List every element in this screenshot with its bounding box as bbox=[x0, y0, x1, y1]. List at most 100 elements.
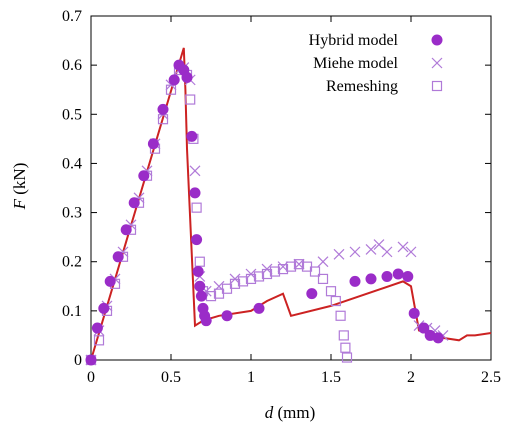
data-point bbox=[93, 335, 105, 346]
x-tick-label: 0.5 bbox=[161, 369, 181, 386]
x-marker-stroke bbox=[405, 246, 417, 258]
x-marker-stroke bbox=[293, 258, 305, 270]
data-point bbox=[221, 310, 233, 322]
data-point bbox=[168, 74, 180, 86]
data-point bbox=[181, 71, 193, 83]
data-point bbox=[186, 130, 198, 142]
data-point bbox=[341, 352, 353, 363]
y-tick-label: 0.2 bbox=[62, 254, 82, 271]
y-axis-symbol: F bbox=[10, 198, 29, 210]
data-point bbox=[200, 315, 212, 327]
data-point bbox=[194, 256, 205, 267]
data-point bbox=[189, 165, 201, 177]
plot-frame bbox=[90, 15, 492, 361]
ticks-group: 0 0.5 1 1.5 2 2.5 0 0.1 0.2 0.3 0.4 0.5 0.6 0.7 bbox=[62, 8, 501, 386]
plot-frame-group bbox=[90, 15, 492, 361]
x-tick-label: 1.5 bbox=[321, 369, 341, 386]
x-marker-stroke bbox=[365, 244, 377, 255]
x-tick-label: 1 bbox=[247, 369, 255, 386]
data-point bbox=[213, 280, 225, 292]
data-point bbox=[245, 268, 257, 280]
x-marker-stroke bbox=[349, 246, 361, 258]
y-tick-label: 0.3 bbox=[62, 205, 82, 222]
data-point bbox=[397, 241, 409, 253]
x-axis-title: d (mm) bbox=[265, 403, 316, 422]
data-point bbox=[325, 286, 337, 297]
reference-line bbox=[90, 47, 492, 361]
x-marker-stroke bbox=[213, 280, 225, 292]
data-point bbox=[261, 263, 273, 275]
data-point bbox=[306, 288, 318, 300]
data-point bbox=[349, 246, 361, 258]
data-point bbox=[338, 330, 349, 341]
data-point bbox=[317, 256, 329, 268]
data-point bbox=[365, 244, 377, 255]
data-point bbox=[128, 197, 140, 209]
series-x bbox=[85, 62, 449, 366]
legend-marker bbox=[431, 80, 443, 92]
data-point bbox=[405, 246, 417, 258]
data-point bbox=[277, 263, 289, 275]
y-tick-label: 0.6 bbox=[62, 57, 82, 74]
x-axis-unit: (mm) bbox=[273, 403, 315, 422]
y-tick-label: 0 bbox=[74, 352, 82, 369]
data-point bbox=[191, 234, 203, 246]
x-marker-stroke bbox=[245, 268, 257, 280]
data-point bbox=[432, 332, 444, 344]
y-axis-unit: (kN) bbox=[10, 163, 29, 199]
series-circle bbox=[85, 59, 444, 366]
data-point bbox=[293, 258, 305, 270]
data-point bbox=[333, 248, 345, 260]
data-point bbox=[147, 138, 159, 150]
data-point bbox=[229, 273, 241, 285]
data-point bbox=[402, 270, 414, 282]
data-point bbox=[365, 273, 377, 285]
x-tick-label: 2 bbox=[407, 369, 415, 386]
y-tick-label: 0.4 bbox=[62, 155, 82, 172]
data-point bbox=[195, 290, 207, 302]
data-point bbox=[277, 261, 289, 273]
data-point bbox=[340, 342, 351, 353]
data-point bbox=[253, 302, 265, 314]
x-marker-stroke bbox=[333, 248, 345, 260]
x-marker-stroke bbox=[189, 165, 201, 177]
data-point bbox=[381, 246, 393, 258]
x-marker-stroke bbox=[381, 246, 393, 258]
y-tick-label: 0.1 bbox=[62, 303, 82, 320]
data-point bbox=[317, 273, 329, 285]
data-point bbox=[98, 302, 110, 314]
legend-marker bbox=[431, 34, 443, 46]
x-marker-stroke bbox=[431, 57, 443, 69]
y-axis-title: F (kN) bbox=[10, 163, 29, 211]
data-point bbox=[194, 280, 206, 292]
data-point bbox=[269, 266, 281, 277]
data-point bbox=[418, 322, 430, 334]
data-point bbox=[157, 103, 169, 115]
x-marker-stroke bbox=[261, 263, 273, 275]
x-marker-stroke bbox=[397, 241, 409, 253]
data-point bbox=[285, 261, 297, 272]
data-point bbox=[91, 322, 103, 334]
x-tick-label: 2.5 bbox=[481, 369, 501, 386]
y-tick-label: 0.5 bbox=[62, 106, 82, 123]
data-point bbox=[138, 170, 150, 182]
legend-marker bbox=[431, 57, 443, 69]
series-square bbox=[85, 64, 353, 366]
data-point bbox=[185, 94, 196, 105]
data-point bbox=[392, 268, 404, 280]
data-point bbox=[309, 266, 321, 277]
data-point bbox=[189, 187, 201, 199]
x-axis-symbol: d bbox=[265, 403, 274, 422]
data-point bbox=[293, 259, 305, 270]
x-marker-stroke bbox=[277, 261, 289, 273]
data-point bbox=[381, 270, 393, 282]
data-point bbox=[408, 307, 420, 319]
x-marker-stroke bbox=[317, 256, 329, 268]
data-point bbox=[104, 275, 116, 287]
x-marker-stroke bbox=[229, 273, 241, 285]
legend-label: Miehe model bbox=[313, 55, 398, 72]
data-point bbox=[330, 295, 341, 307]
x-tick-label: 0 bbox=[87, 369, 95, 386]
legend: Hybrid model Miehe model Remeshing bbox=[309, 32, 443, 95]
